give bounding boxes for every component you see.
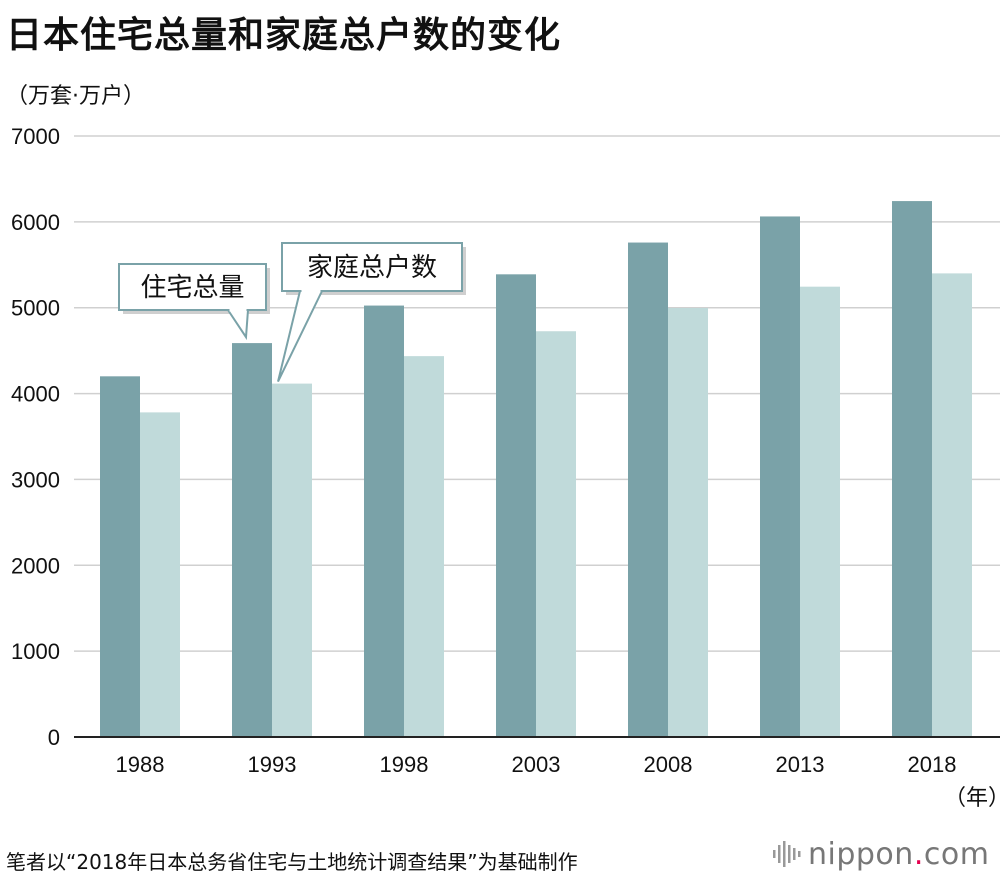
x-tick-label: 2008 bbox=[644, 752, 693, 777]
callout-household-pointer bbox=[277, 290, 324, 383]
bar-housing-total bbox=[892, 201, 932, 737]
bar-household-total bbox=[932, 273, 972, 737]
callout-housing-label: 住宅总量 bbox=[140, 273, 244, 303]
bar-household-total bbox=[404, 356, 444, 737]
bar-household-total bbox=[800, 286, 840, 737]
x-tick-label: 1998 bbox=[380, 752, 429, 777]
y-tick-label: 4000 bbox=[11, 382, 60, 407]
x-tick-label: 1993 bbox=[248, 752, 297, 777]
brand-name: nippon.com bbox=[808, 837, 989, 872]
y-tick-label: 2000 bbox=[11, 553, 60, 578]
sound-wave-logo-icon bbox=[773, 841, 801, 867]
bar-housing-total bbox=[232, 343, 272, 737]
chart-title: 日本住宅总量和家庭总户数的变化 bbox=[6, 15, 562, 56]
bar-housing-total bbox=[364, 305, 404, 737]
brand-name-text: nippon bbox=[808, 836, 914, 872]
y-tick-label: 3000 bbox=[11, 467, 60, 492]
callout-housing-pointer bbox=[226, 309, 250, 341]
y-tick-label: 5000 bbox=[11, 296, 60, 321]
source-note: 笔者以“2018年日本总务省住宅与土地统计调查结果”为基础制作 bbox=[6, 850, 578, 874]
bar-housing-total bbox=[100, 376, 140, 737]
x-tick-label: 1988 bbox=[116, 752, 165, 777]
x-tick-label: 2013 bbox=[776, 752, 825, 777]
callout-housing-box bbox=[118, 263, 267, 311]
bar-housing-total bbox=[628, 242, 668, 738]
y-tick-label: 7000 bbox=[11, 124, 60, 149]
brand-dot: . bbox=[913, 836, 924, 872]
nippon-logo: nippon.com bbox=[772, 836, 989, 872]
x-tick-label: 2003 bbox=[512, 752, 561, 777]
bars bbox=[100, 201, 972, 738]
x-axis-unit-label: （年） bbox=[944, 786, 1000, 811]
bar-household-total bbox=[536, 331, 576, 737]
x-tick-label: 2018 bbox=[908, 752, 957, 777]
bar-household-total bbox=[668, 307, 708, 737]
brand-suffix: com bbox=[923, 836, 990, 872]
y-tick-label: 0 bbox=[48, 725, 60, 750]
bar-housing-total bbox=[496, 274, 536, 737]
y-axis-unit-label: （万套·万户） bbox=[6, 84, 145, 109]
callout-household-box bbox=[281, 242, 463, 292]
callouts: 住宅总量 家庭总户数 bbox=[118, 242, 466, 383]
callout-household-label: 家庭总户数 bbox=[307, 253, 437, 283]
bar-housing-total bbox=[760, 216, 800, 738]
y-tick-label: 1000 bbox=[11, 639, 60, 664]
bar-household-total bbox=[140, 412, 180, 737]
y-tick-label: 6000 bbox=[11, 210, 60, 235]
bar-household-total bbox=[272, 383, 312, 737]
axes: 0 1000 2000 3000 4000 5000 6000 7000 1988 1993 199… bbox=[11, 124, 1000, 777]
